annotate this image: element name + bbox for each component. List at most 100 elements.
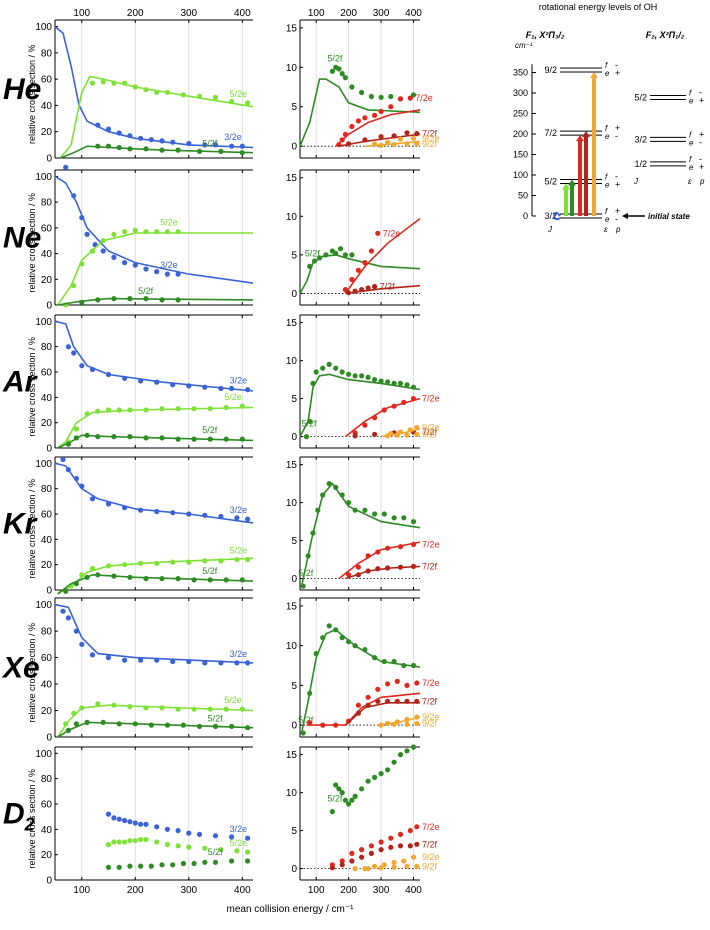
- x-tick-label: 200: [127, 8, 144, 19]
- y-tick-label: 100: [35, 317, 52, 328]
- data-point: [95, 122, 101, 128]
- data-point: [154, 229, 160, 235]
- data-point: [346, 572, 352, 578]
- data-point: [111, 573, 117, 579]
- series-label: 5/2f: [298, 715, 314, 725]
- fit-line: [57, 573, 254, 595]
- fit-line: [59, 75, 254, 159]
- data-point: [378, 142, 384, 148]
- series-label: 5/2f: [327, 794, 343, 804]
- y-tick-label: 15: [286, 601, 298, 612]
- data-point: [191, 436, 197, 442]
- y-tick-label: 10: [286, 498, 298, 509]
- data-point: [359, 847, 365, 853]
- transition-arrow-7-2e: [578, 139, 582, 216]
- panel-ne-right: 0 5 10 15 5/2f 7/2e 7/2f: [286, 169, 421, 306]
- j-column-label: J: [633, 177, 639, 186]
- y-tick-label: 5: [291, 536, 297, 547]
- y-tick-label: 5: [291, 394, 297, 405]
- data-point: [414, 141, 420, 147]
- data-point: [365, 778, 371, 784]
- data-point: [122, 80, 128, 86]
- data-point: [401, 662, 407, 669]
- sign-label: -: [699, 137, 702, 147]
- data-point: [312, 258, 318, 264]
- energy-tick-label: 0: [523, 211, 528, 221]
- data-point: [352, 866, 358, 872]
- data-point: [84, 432, 90, 438]
- data-point: [164, 89, 170, 95]
- data-point: [404, 748, 410, 754]
- y-axis-label: relative cross section / %: [27, 44, 37, 144]
- series-9-2f: 9/2f: [352, 861, 438, 872]
- series-label: 5/2f: [138, 286, 154, 296]
- series-7-2f: 7/2f: [345, 282, 421, 296]
- data-point: [229, 858, 235, 864]
- y-tick-label: 40: [41, 249, 53, 260]
- data-point: [401, 515, 407, 521]
- series-5-2f: 5/2f: [298, 623, 421, 736]
- y-tick-label: 40: [41, 535, 53, 546]
- y-tick-label: 0: [46, 733, 52, 744]
- data-point: [138, 657, 144, 663]
- data-point: [414, 424, 420, 431]
- data-point: [111, 296, 117, 302]
- data-point: [63, 721, 69, 727]
- series-label: 3/2e: [230, 824, 248, 834]
- series-label: 9/2f: [422, 139, 438, 149]
- series-5-2e: 5/2e: [57, 695, 254, 738]
- data-point: [143, 407, 149, 413]
- x-tick-label: 400: [405, 885, 422, 896]
- data-point: [239, 150, 245, 156]
- data-point: [239, 436, 245, 442]
- data-point: [349, 797, 355, 803]
- data-point: [339, 137, 345, 143]
- arrow-head: [576, 135, 584, 142]
- sign-label: -: [699, 154, 702, 164]
- y-tick-label: 60: [41, 368, 53, 379]
- data-point: [333, 484, 339, 490]
- parity-label: f: [689, 155, 692, 164]
- data-point: [404, 130, 410, 136]
- fit-line: [57, 406, 254, 449]
- data-point: [349, 123, 355, 130]
- y-tick-label: 100: [35, 600, 52, 611]
- energy-tick-label: 350: [513, 68, 528, 78]
- data-point: [333, 722, 339, 728]
- data-point: [223, 577, 229, 583]
- series-9-2f: 9/2f: [385, 429, 438, 439]
- series-label: 5/2e: [224, 695, 242, 705]
- y-tick-label: 5: [291, 681, 297, 692]
- data-point: [329, 809, 335, 815]
- data-point: [202, 384, 208, 390]
- y-tick-label: 0: [291, 721, 297, 732]
- data-point: [186, 140, 192, 147]
- data-point: [143, 576, 149, 582]
- data-point: [300, 730, 306, 736]
- data-point: [127, 574, 133, 580]
- data-point: [300, 583, 306, 589]
- data-point: [95, 572, 101, 578]
- data-point: [73, 721, 79, 727]
- data-point: [122, 817, 128, 824]
- level-j-label: 3/2: [634, 134, 647, 144]
- y-tick-label: 60: [41, 75, 53, 86]
- y-tick-label: 0: [46, 876, 52, 887]
- data-point: [212, 142, 219, 148]
- data-point: [212, 94, 219, 101]
- parity-label: e: [689, 163, 694, 172]
- x-tick-label: 100: [308, 885, 325, 896]
- x-tick-label: 400: [234, 8, 251, 19]
- sign-label: -: [615, 172, 618, 182]
- data-point: [326, 481, 332, 487]
- data-point: [333, 250, 339, 256]
- data-point: [391, 133, 397, 139]
- data-point: [65, 615, 71, 621]
- data-point: [63, 164, 69, 170]
- y-tick-label: 100: [35, 459, 52, 470]
- data-point: [378, 865, 384, 871]
- data-point: [391, 759, 397, 765]
- y-tick-label: 15: [286, 173, 298, 184]
- y-tick-label: 40: [41, 393, 53, 404]
- data-point: [180, 92, 186, 98]
